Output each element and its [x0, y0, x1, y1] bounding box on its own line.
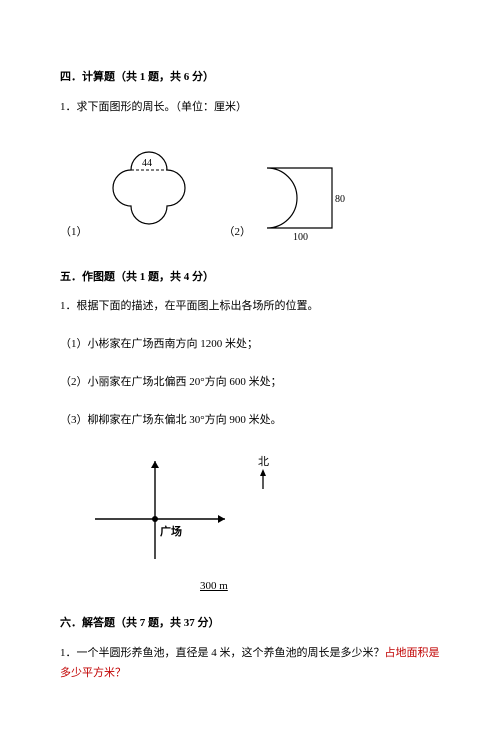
section-5-title: 五．作图题（共 1 题，共 4 分）: [60, 268, 440, 288]
section-6-q1-part1: 1．一个半圆形养鱼池，直径是 4 米，这个养鱼池的周长是多少米？: [60, 647, 385, 659]
figure-2-dim-80: 80: [335, 194, 345, 205]
scale-row: 300 m: [200, 577, 440, 597]
figure-1-dim-44: 44: [142, 158, 152, 169]
section-6-title: 六．解答题（共 7 题，共 37 分）: [60, 614, 440, 634]
section-6-q1: 1．一个半圆形养鱼池，直径是 4 米，这个养鱼池的周长是多少米？占地面积是多少平…: [60, 644, 440, 684]
figure-row-1: （1） 44 （2） 80 100: [60, 133, 440, 243]
section-5-q1: 1．根据下面的描述，在平面图上标出各场所的位置。: [60, 297, 440, 317]
section-5-sub1: （1）小彬家在广场西南方向 1200 米处；: [60, 335, 440, 355]
section-5-sub2: （2）小丽家在广场北偏西 20°方向 600 米处；: [60, 373, 440, 393]
figure-1-quatrefoil: 44: [94, 133, 204, 243]
compass-center-label: 广场: [160, 524, 182, 538]
section-4-title: 四．计算题（共 1 题，共 6 分）: [60, 68, 440, 88]
figure-2-rect-arc: 80 100: [257, 158, 352, 243]
figure-2-dim-100: 100: [293, 232, 308, 243]
figure-1-label: （1）: [60, 223, 88, 243]
figure-1-wrap: （1） 44: [60, 133, 204, 243]
section-5-sub3: （3）柳柳家在广场东偏北 30°方向 900 米处。: [60, 411, 440, 431]
north-label: 北: [258, 455, 269, 468]
scale-label: 300 m: [200, 580, 228, 592]
figure-2-wrap: （2） 80 100: [224, 158, 353, 243]
figure-2-label: （2）: [224, 223, 252, 243]
section-4-q1: 1．求下面图形的周长。（单位：厘米）: [60, 98, 440, 118]
compass-figure-wrap: 广场 北 300 m: [60, 449, 440, 597]
compass-figure: 广场 北: [60, 449, 290, 569]
